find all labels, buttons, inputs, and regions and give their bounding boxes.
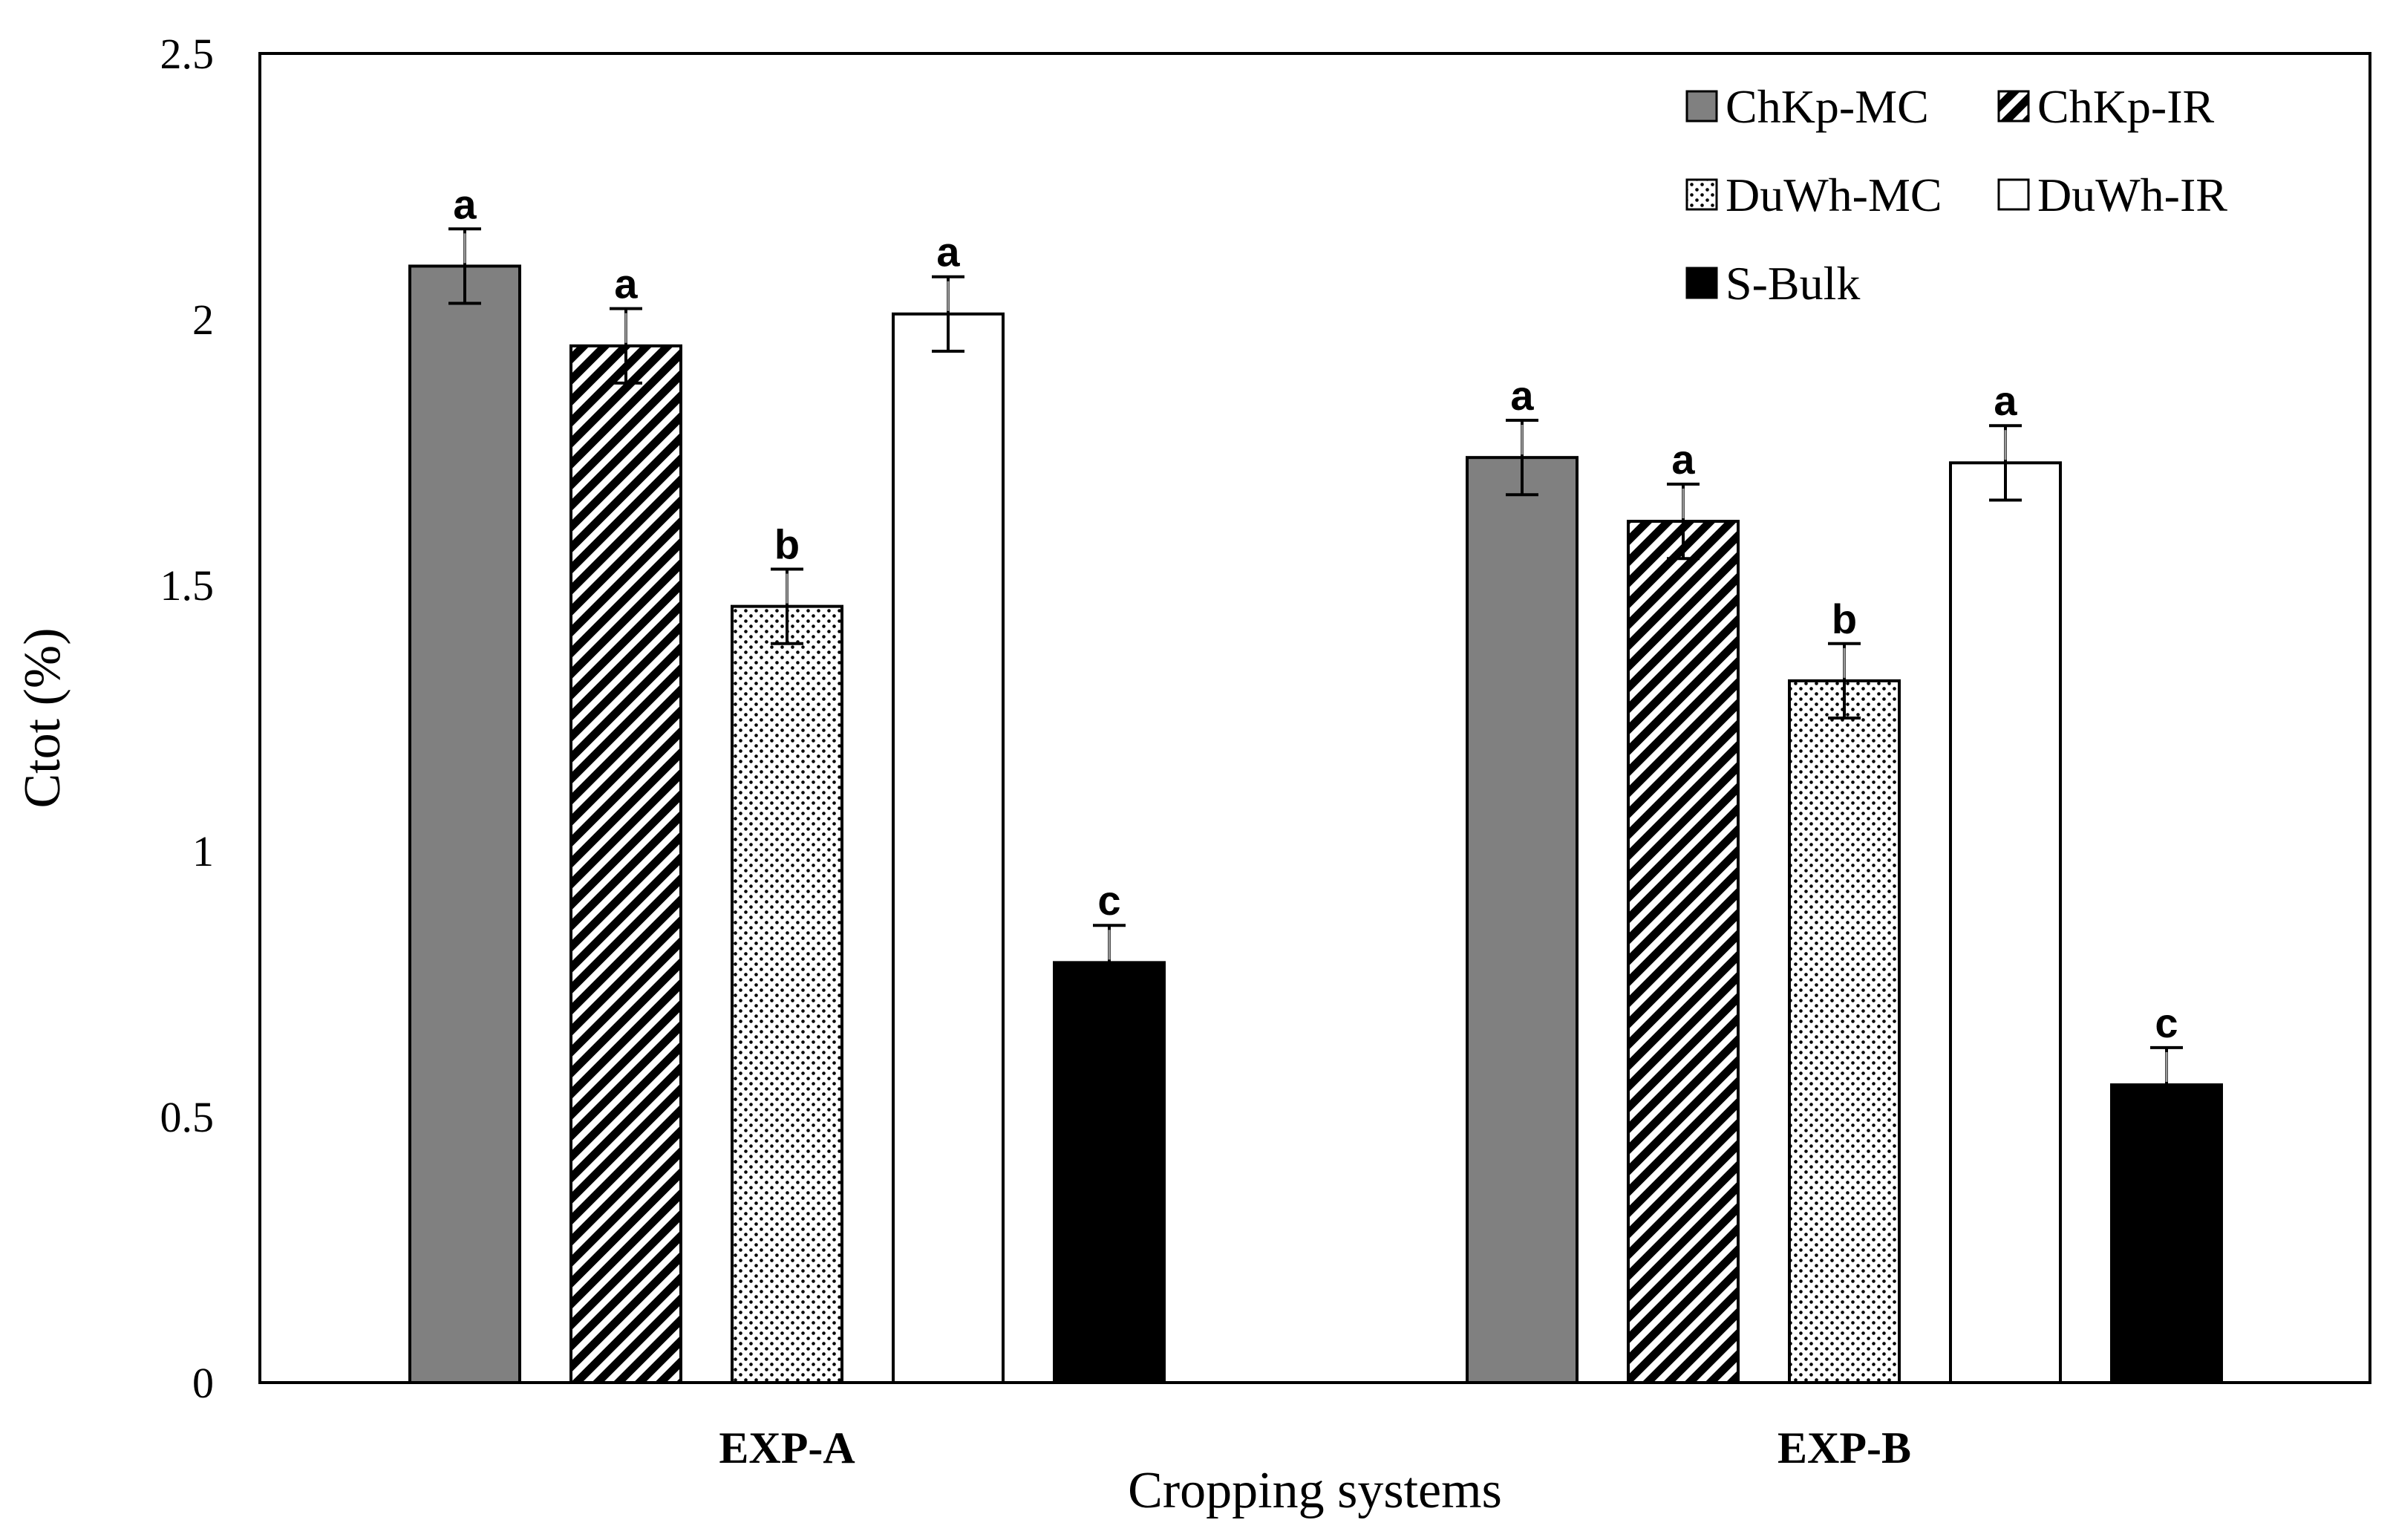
y-axis-title: Ctot (%) [14, 627, 71, 808]
error-bar-duwh-mc-exp-a [771, 567, 803, 645]
significance-letter: a [936, 229, 960, 275]
error-bar-s-bulk-exp-a [1093, 924, 1126, 1002]
error-bar-duwh-ir-exp-a [932, 275, 964, 353]
legend: ChKp-MC ChKp-IR DuWh-MC DuWh-IR S-Bulk [1685, 80, 2227, 310]
legend-label: S-Bulk [1726, 257, 1860, 310]
significance-letter: a [1994, 377, 2017, 424]
y-tick-label: 2.5 [160, 30, 215, 78]
bar-duwh-mc-exp-a [731, 604, 843, 1384]
error-bar-chkp-mc-exp-b [1506, 419, 1538, 497]
error-bar-duwh-mc-exp-b [1828, 642, 1861, 720]
bar-chkp-ir-exp-a [569, 344, 682, 1384]
bar-chkp-mc-exp-a [408, 264, 521, 1384]
legend-label: DuWh-MC [1726, 169, 1942, 221]
y-tick-label: 0.5 [160, 1093, 215, 1141]
bar-s-bulk-exp-b [2110, 1083, 2223, 1385]
significance-letter: a [1510, 372, 1534, 419]
error-bar-chkp-mc-exp-a [448, 227, 481, 305]
bar-chkp-mc-exp-b [1466, 456, 1579, 1384]
significance-letter: c [1097, 877, 1120, 924]
significance-letter: c [2155, 999, 2178, 1046]
legend-swatch [1685, 90, 1718, 123]
error-bar-chkp-ir-exp-b [1667, 482, 1700, 561]
legend-swatch [1685, 267, 1718, 299]
bar-chkp-ir-exp-b [1627, 520, 1740, 1385]
x-axis-title: Cropping systems [1128, 1462, 1502, 1519]
error-bar-duwh-ir-exp-b [1989, 424, 2022, 502]
legend-swatch [1997, 90, 2030, 123]
y-tick-label: 0 [192, 1359, 214, 1407]
bar-duwh-mc-exp-b [1788, 679, 1901, 1384]
y-tick-label: 2 [192, 296, 214, 344]
bar-duwh-ir-exp-b [1949, 461, 2062, 1385]
legend-label: ChKp-MC [1726, 80, 1929, 133]
legend-item-chkp-ir: ChKp-IR [1997, 80, 2215, 133]
legend-item-s-bulk: S-Bulk [1685, 257, 1860, 310]
legend-swatch [1685, 178, 1718, 211]
category-labels: EXP-A EXP-B [719, 1423, 1911, 1472]
category-label-exp-b: EXP-B [1777, 1423, 1911, 1472]
significance-letter: a [1671, 436, 1695, 483]
legend-item-duwh-ir: DuWh-IR [1997, 169, 2227, 221]
y-tick-label: 1 [192, 827, 214, 875]
y-tick-label: 1.5 [160, 561, 215, 610]
bar-s-bulk-exp-a [1053, 961, 1166, 1384]
category-label-exp-a: EXP-A [719, 1423, 855, 1472]
bars-group: a a b a c a a b a c [408, 180, 2223, 1385]
bar-duwh-ir-exp-a [892, 312, 1005, 1385]
legend-label: ChKp-IR [2037, 80, 2215, 133]
legend-label: DuWh-IR [2037, 169, 2227, 221]
significance-letter: b [1832, 596, 1857, 642]
legend-item-chkp-mc: ChKp-MC [1685, 80, 1929, 133]
y-axis-ticks: 0 0.5 1 1.5 2 2.5 [160, 30, 215, 1407]
error-bar-chkp-ir-exp-a [610, 307, 642, 385]
legend-swatch [1997, 178, 2030, 211]
significance-letter: a [453, 180, 477, 227]
error-bar-s-bulk-exp-b [2150, 1045, 2183, 1124]
significance-letter: b [774, 521, 800, 568]
significance-letter: a [614, 261, 638, 307]
plot-frame [258, 52, 2371, 1384]
legend-item-duwh-mc: DuWh-MC [1685, 169, 1942, 221]
